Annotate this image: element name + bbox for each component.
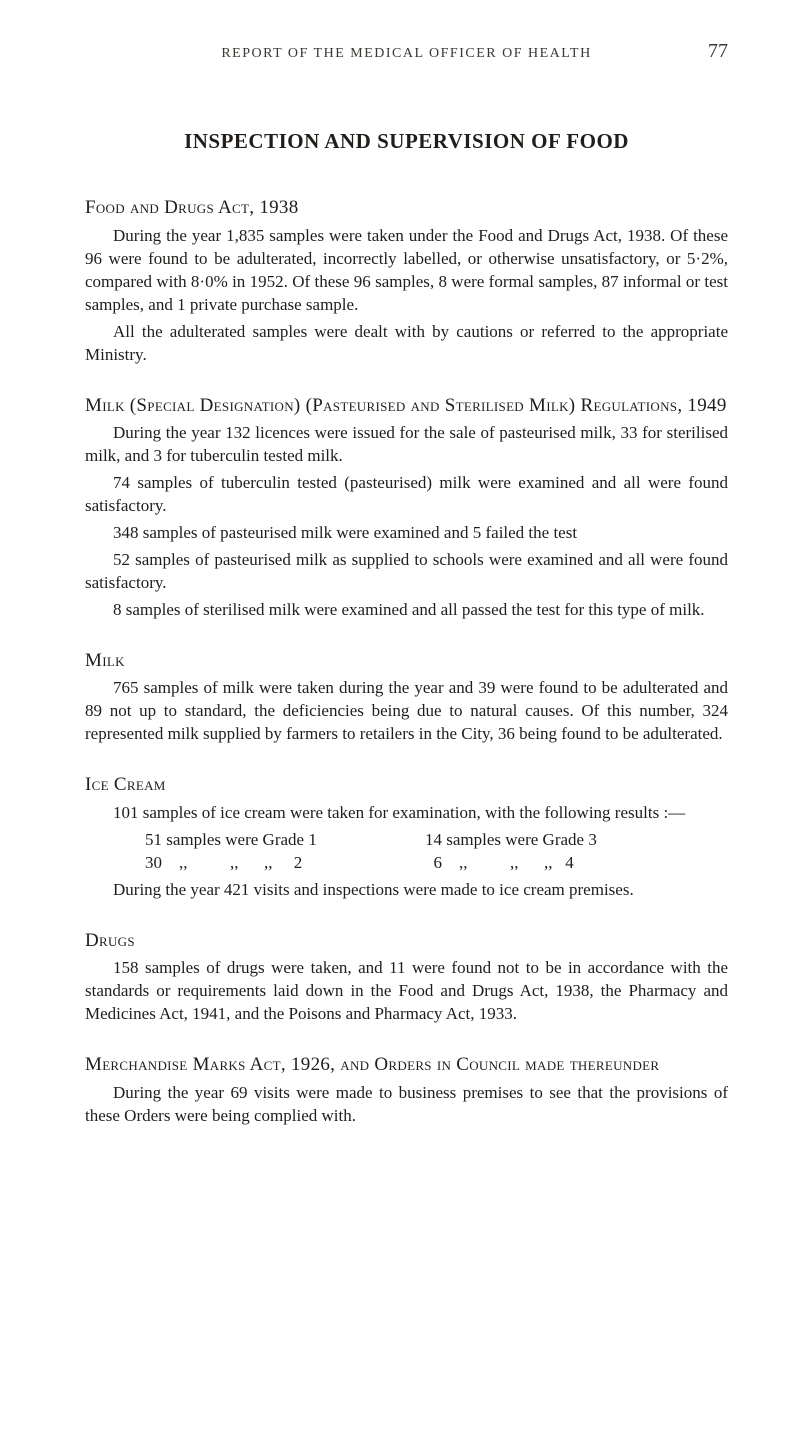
document-page: REPORT OF THE MEDICAL OFFICER OF HEALTH … <box>0 0 800 1446</box>
table-row: 51 samples were Grade 1 14 samples were … <box>145 829 728 852</box>
section-head-milk-designation: Milk (Special Designation) (Pasteurised … <box>85 393 728 419</box>
paragraph: All the adulterated samples were dealt w… <box>85 321 728 367</box>
grade-cell: 30 ,, ,, ,, 2 <box>145 852 425 875</box>
running-head: REPORT OF THE MEDICAL OFFICER OF HEALTH … <box>85 38 728 65</box>
paragraph: During the year 69 visits were made to b… <box>85 1082 728 1128</box>
paragraph: 52 samples of pasteurised milk as suppli… <box>85 549 728 595</box>
section-head-ice-cream: Ice Cream <box>85 772 728 798</box>
grade-cell: 6 ,, ,, ,, 4 <box>425 852 705 875</box>
page-title: INSPECTION AND SUPERVISION OF FOOD <box>85 127 728 155</box>
paragraph: 74 samples of tuberculin tested (pasteur… <box>85 472 728 518</box>
running-head-title: REPORT OF THE MEDICAL OFFICER OF HEALTH <box>121 45 692 64</box>
paragraph: 158 samples of drugs were taken, and 11 … <box>85 957 728 1026</box>
ice-cream-results-grid: 51 samples were Grade 1 14 samples were … <box>145 829 728 875</box>
paragraph: 8 samples of sterilised milk were examin… <box>85 599 728 622</box>
paragraph: During the year 132 licences were issued… <box>85 422 728 468</box>
paragraph: 101 samples of ice cream were taken for … <box>85 802 728 825</box>
section-head-food-drugs: Food and Drugs Act, 1938 <box>85 195 728 221</box>
paragraph: 765 samples of milk were taken during th… <box>85 677 728 746</box>
grade-cell: 51 samples were Grade 1 <box>145 829 425 852</box>
section-head-milk: Milk <box>85 648 728 674</box>
section-head-drugs: Drugs <box>85 928 728 954</box>
paragraph: During the year 421 visits and inspectio… <box>85 879 728 902</box>
paragraph: During the year 1,835 samples were taken… <box>85 225 728 317</box>
grade-cell: 14 samples were Grade 3 <box>425 829 705 852</box>
page-number: 77 <box>692 38 728 65</box>
paragraph: 348 samples of pasteurised milk were exa… <box>85 522 728 545</box>
table-row: 30 ,, ,, ,, 2 6 ,, ,, ,, 4 <box>145 852 728 875</box>
section-head-merchandise: Merchandise Marks Act, 1926, and Orders … <box>85 1052 728 1078</box>
